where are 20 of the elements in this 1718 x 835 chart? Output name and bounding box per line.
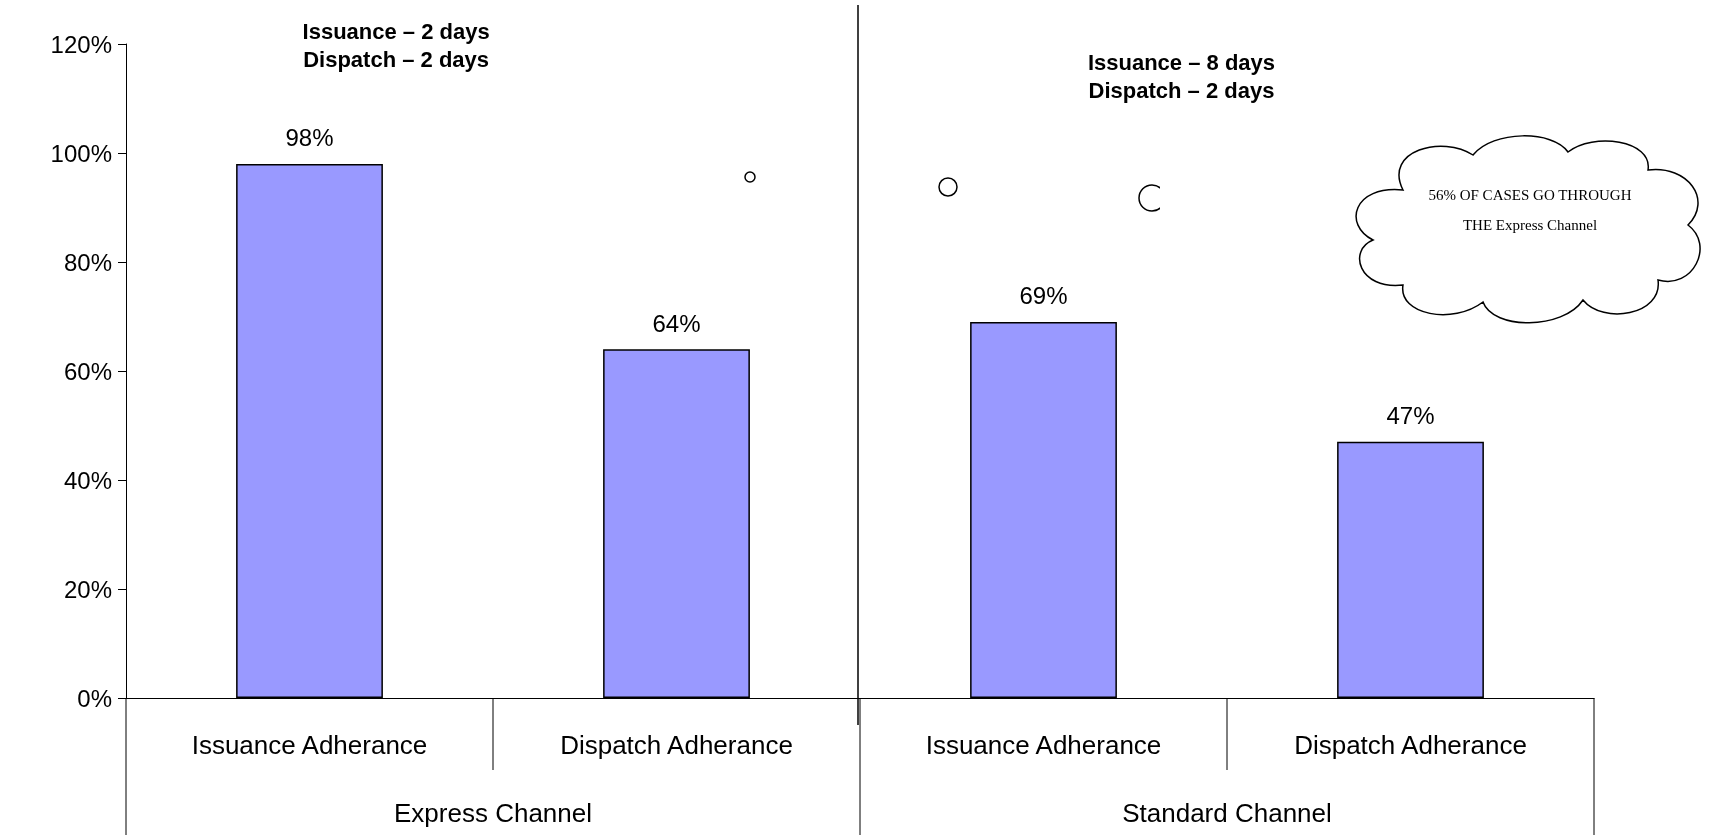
annotation: Issuance – 8 days Dispatch – 2 days [1086,49,1277,105]
x-tick-label: Issuance Adherance [925,730,1162,760]
x-tick-label: Dispatch Adherance [560,730,793,760]
x-tick-label: Dispatch Adherance [1294,730,1527,760]
x-tick-label: Issuance Adherance [191,730,428,760]
data-label: 47% [1386,402,1435,430]
y-tick-label: 100% [50,139,112,167]
y-tick-label: 60% [63,357,112,385]
annotation: Issuance – 2 days Dispatch – 2 days [301,18,491,74]
text: Standard Channel [1121,798,1333,828]
y-tick-label: 80% [63,248,112,276]
y-tick-label: 120% [50,30,112,58]
y-tick-label: 40% [63,466,112,494]
y-tick-label: 20% [63,575,112,603]
data-label: 64% [652,309,701,337]
text: Express Channel [393,798,593,828]
data-label: 69% [1019,282,1068,310]
annotation: 56% OF CASES GO THROUGH THE Express Channel [1427,186,1633,235]
y-tick-label: 0% [77,684,112,712]
data-label: 98% [285,124,334,152]
